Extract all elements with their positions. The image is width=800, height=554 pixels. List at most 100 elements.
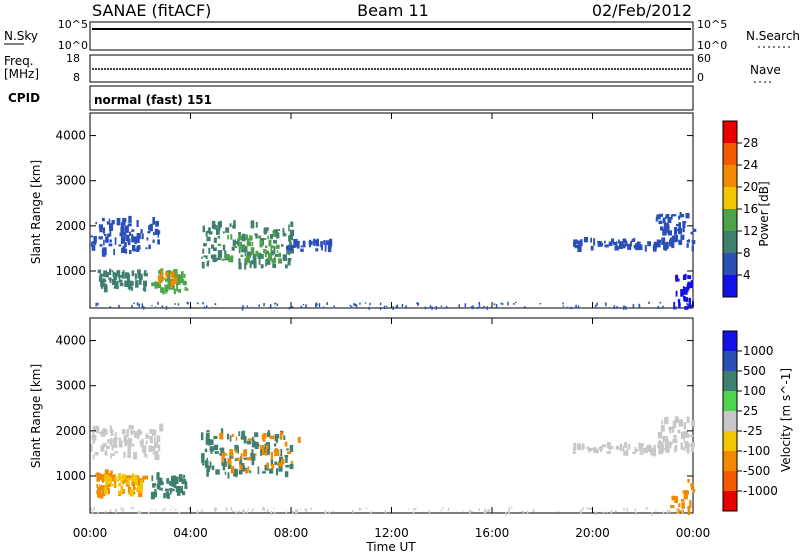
heatmap-cell [147,511,150,514]
heatmap-cell [114,283,117,286]
heatmap-cell [593,238,596,246]
colorbar-segment [723,371,737,391]
heatmap-cell [588,447,591,453]
heatmap-cell [259,240,263,248]
heatmap-cell [145,454,148,459]
heatmap-cell [251,449,254,457]
heatmap-cell [105,271,109,278]
x-tick-label: 08:00 [274,526,309,540]
heatmap-cell [221,258,226,261]
heatmap-cell [682,227,685,233]
heatmap-cell [273,259,276,263]
heatmap-cell [291,306,294,308]
colorbar-segment [723,391,737,411]
heatmap-cell [424,306,427,310]
heatmap-cell [131,234,133,242]
velocity-panel-frame [89,317,694,514]
heatmap-cell [598,446,603,450]
heatmap-cell [150,491,155,500]
heatmap-cell [214,444,219,451]
heatmap-cell [286,448,289,451]
heatmap-cell [263,507,265,511]
heatmap-cell [116,217,121,226]
freq-left-tick-bottom: 8 [73,71,80,84]
heatmap-cell [99,273,105,277]
heatmap-cell [133,302,135,305]
heatmap-cell [111,269,114,272]
heatmap-cell [174,303,176,305]
heatmap-cell [692,228,697,232]
time-axis: 00:00 04:00 08:00 12:00 16:00 20:00 00:00 [73,113,710,540]
heatmap-cell [677,429,681,434]
heatmap-cell [666,509,669,514]
heatmap-cell [105,236,109,243]
heatmap-cell [136,246,140,250]
colorbar-segment [723,451,737,471]
heatmap-cell [671,495,675,501]
heatmap-cell [673,301,676,310]
heatmap-cell [167,279,171,287]
heatmap-cell [251,509,253,512]
heatmap-cell [369,302,371,306]
heatmap-cell [264,448,267,456]
heatmap-cell [634,447,637,453]
y-tick-label: 3000 [55,379,86,393]
heatmap-cell [126,475,131,481]
heatmap-cell [176,284,178,292]
heatmap-cell [201,261,205,269]
heatmap-cell [239,460,243,465]
heatmap-cell [92,426,97,432]
heatmap-cell [276,303,278,306]
heatmap-cell [211,244,215,249]
heatmap-cell [673,446,676,453]
heatmap-cell [179,477,182,482]
colorbar-segment [723,121,737,143]
heatmap-cell [325,240,329,245]
heatmap-cell [131,229,135,232]
heatmap-cell [417,302,419,306]
heatmap-cell [109,230,112,237]
heatmap-cell [500,302,503,305]
heatmap-cell [268,239,272,247]
heatmap-cell [206,305,208,309]
heatmap-cell [176,268,178,276]
heatmap-cell [129,489,134,497]
heatmap-cell [242,430,246,437]
heatmap-cell [183,474,186,479]
heatmap-cell [114,476,118,482]
heatmap-cell [677,510,682,513]
heatmap-cell [215,507,217,511]
heatmap-cell [368,306,371,310]
heatmap-cell [684,306,689,310]
heatmap-cell [672,420,677,429]
heatmap-cell [200,510,203,512]
heatmap-cell [683,446,686,451]
heatmap-cell [241,431,244,440]
heatmap-cell [151,282,155,287]
heatmap-cell [689,500,692,508]
heatmap-cell [217,225,221,231]
time-axis-label: Time UT [365,540,416,554]
heatmap-cell [243,510,245,514]
heatmap-cell [660,226,664,231]
heatmap-cell [229,223,232,227]
heatmap-cell [296,509,299,514]
heatmap-cell [224,471,227,475]
heatmap-cell [677,299,681,303]
heatmap-cell [276,468,279,476]
heatmap-cell [138,431,143,435]
heatmap-cell [129,231,131,236]
heatmap-cell [300,245,303,248]
heatmap-cell [588,507,591,510]
colorbar-tick-label: 500 [743,364,766,378]
heatmap-cell [596,448,599,454]
heatmap-cell [178,288,181,293]
heatmap-cell [213,256,215,262]
heatmap-cell [653,444,656,450]
heatmap-cell [118,437,122,442]
heatmap-cell [557,511,560,513]
heatmap-cell [687,281,691,289]
heatmap-cell [142,280,147,287]
heatmap-cell [313,238,315,246]
heatmap-cell [686,506,688,510]
